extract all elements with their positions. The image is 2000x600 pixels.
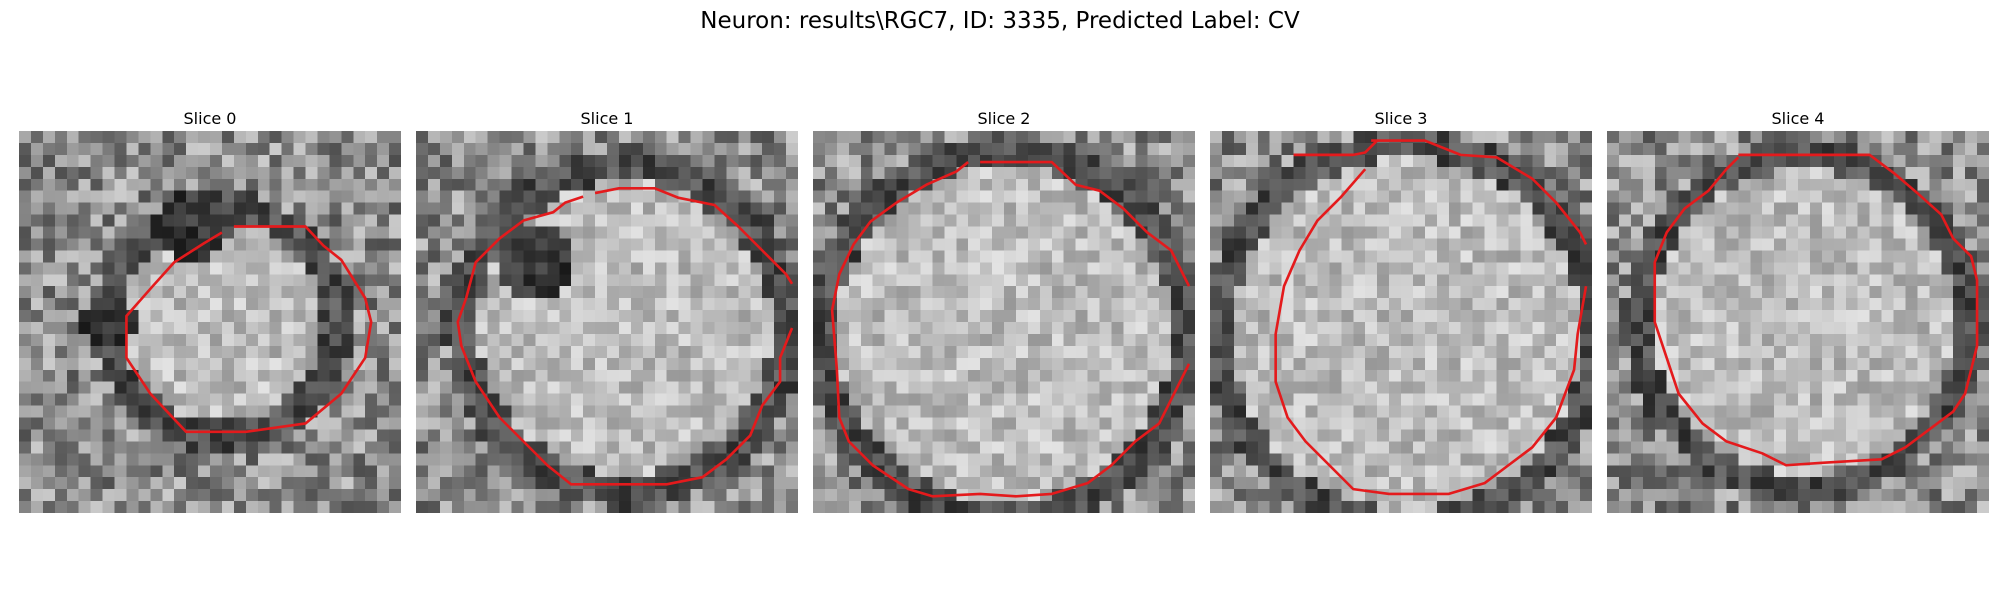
slice-panel-3: Slice 3: [1206, 107, 1596, 513]
segmentation-contour: [125, 225, 373, 434]
slice-title: Slice 4: [1771, 109, 1825, 128]
slice-image: [813, 131, 1195, 513]
pixel-grid: [813, 131, 1195, 513]
segmentation-contour: [1293, 139, 1379, 157]
slice-panel-4: Slice 4: [1603, 107, 1993, 513]
pixel-grid: [416, 131, 798, 513]
slice-image: [19, 131, 401, 513]
slice-panel-2: Slice 2: [809, 107, 1199, 513]
segmentation-contour: [1371, 139, 1588, 245]
segmentation-contour: [456, 195, 794, 486]
segmentation-contour: [1653, 153, 1979, 467]
slice-image: [1607, 131, 1989, 513]
slice-image: [416, 131, 798, 513]
slice-panel-0: Slice 0: [15, 107, 405, 513]
slice-panel-1: Slice 1: [412, 107, 802, 513]
figure-title: Neuron: results\RGC7, ID: 3335, Predicte…: [700, 8, 1300, 34]
segmentation-contour: [594, 186, 794, 285]
segmentation-contour: [1274, 168, 1588, 496]
pixel-grid: [19, 131, 401, 513]
slice-image: [1210, 131, 1592, 513]
slice-title: Slice 2: [977, 109, 1031, 128]
slice-title: Slice 1: [580, 109, 634, 128]
pixel-grid: [1607, 131, 1989, 513]
pixel-grid: [1210, 131, 1592, 513]
segmentation-contour: [980, 160, 1191, 287]
slice-title: Slice 0: [183, 109, 237, 128]
segmentation-contour: [830, 161, 1191, 498]
slice-title: Slice 3: [1374, 109, 1428, 128]
